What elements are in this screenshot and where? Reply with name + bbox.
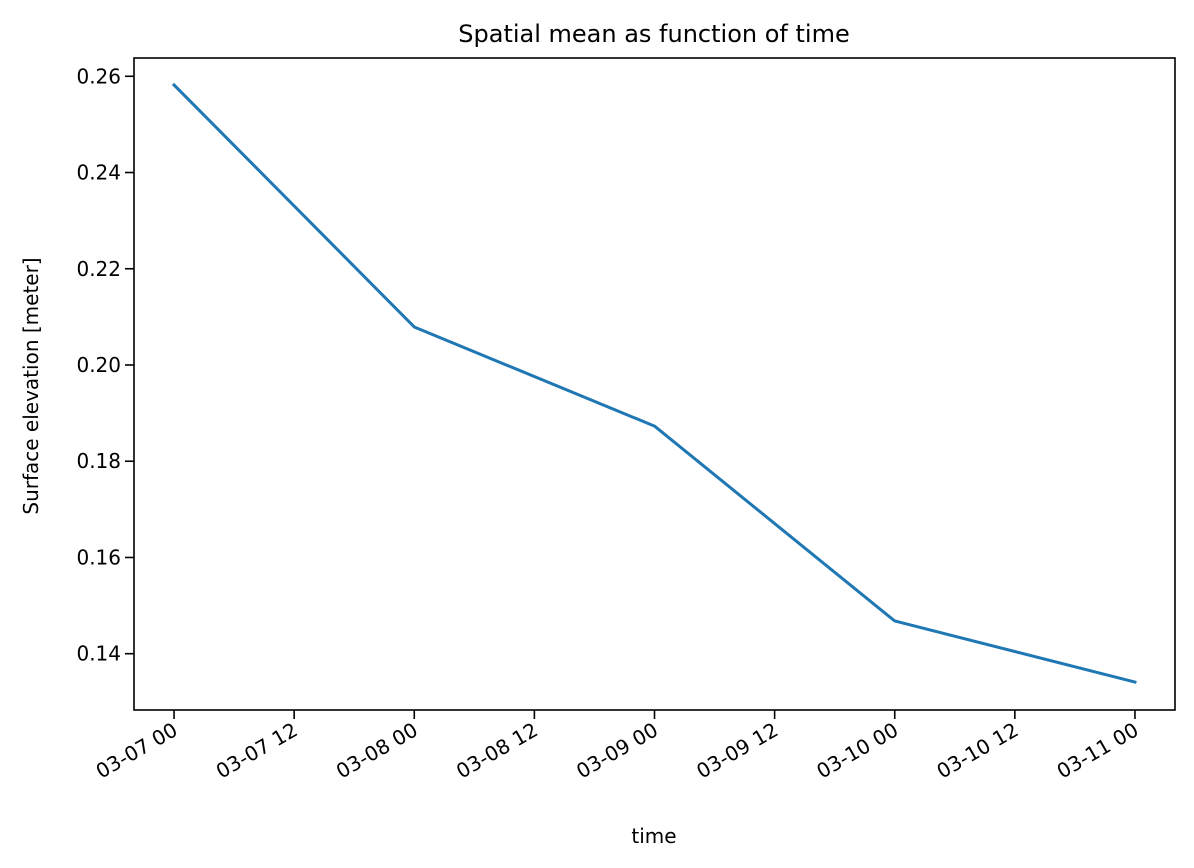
y-tick-label: 0.26 [76,64,121,88]
y-tick-label: 0.22 [76,257,121,281]
y-tick-label: 0.18 [76,449,121,473]
y-tick-label: 0.20 [76,353,121,377]
plot-area [171,82,1137,684]
y-tick-label: 0.24 [76,161,121,185]
x-axis-label: time [631,824,676,848]
y-tick-label: 0.16 [76,545,121,569]
y-axis: 0.14 0.16 0.18 0.20 0.22 0.24 0.26 [76,64,134,666]
y-tick-label: 0.14 [76,642,121,666]
chart-title: Spatial mean as function of time [458,20,849,48]
y-axis-label: Surface elevation [meter] [19,257,43,514]
series-line [171,82,1137,684]
